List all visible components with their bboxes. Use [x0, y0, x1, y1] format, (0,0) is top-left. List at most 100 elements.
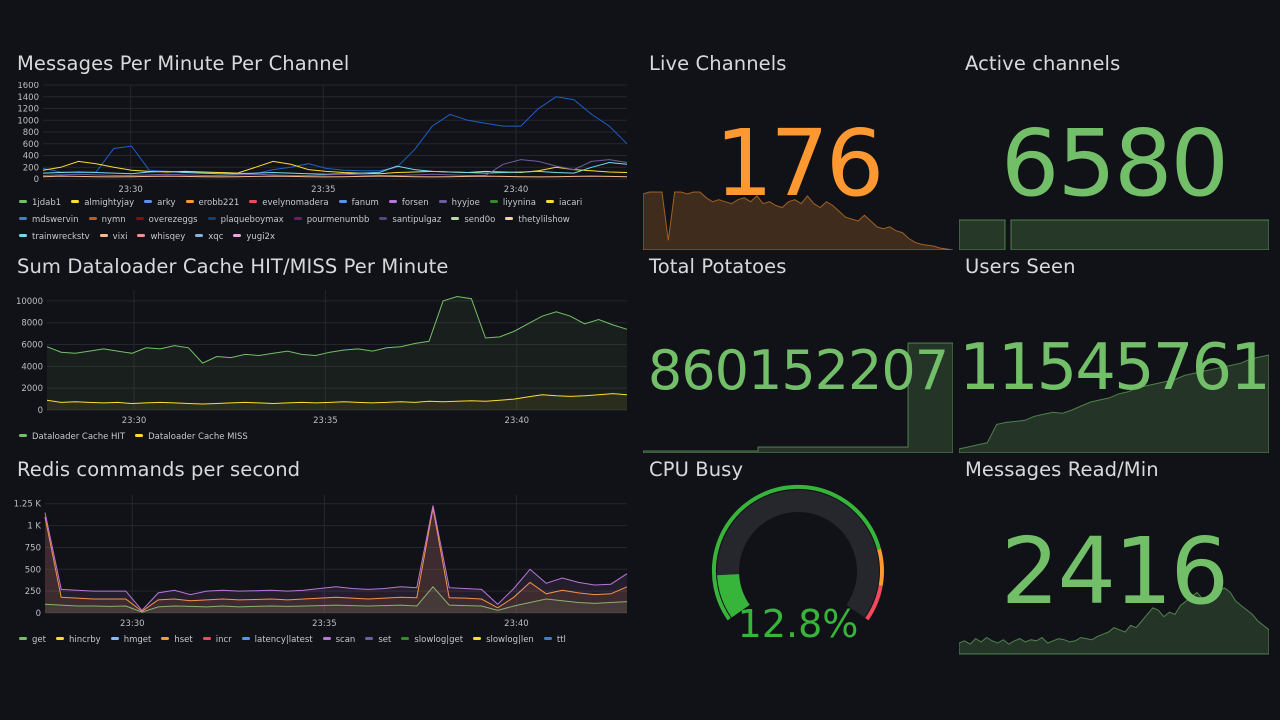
legend-swatch	[110, 637, 119, 640]
legend-label: hmget	[123, 635, 152, 645]
y-tick-label: 0	[38, 406, 43, 416]
legend-swatch	[161, 637, 170, 640]
legend-item[interactable]: forsen	[388, 195, 429, 212]
legend-label: whisqey	[150, 232, 186, 242]
legend-item[interactable]: arky	[144, 195, 176, 212]
legend-item[interactable]: fanum	[338, 195, 379, 212]
legend-swatch	[451, 217, 460, 220]
cpu-busy-panel: CPU Busy 12.8%	[643, 458, 953, 658]
legend-item[interactable]: hincrby	[55, 632, 101, 649]
legend-item[interactable]: yugi2x	[233, 229, 275, 246]
legend-item[interactable]: whisqey	[137, 229, 185, 246]
sparkline-area	[959, 219, 1006, 250]
legend-item[interactable]: scan	[322, 632, 355, 649]
legend-swatch	[505, 217, 514, 220]
legend-item[interactable]: nymn	[88, 212, 126, 229]
legend-item[interactable]: evelynomadera	[249, 195, 329, 212]
cache-chart[interactable]: 0 2000 4000 6000 8000 10000 23:30 23:35 23:40	[11, 285, 631, 435]
series-line[interactable]	[42, 159, 628, 176]
series-line[interactable]	[42, 161, 628, 175]
legend-item[interactable]: almightyjay	[71, 195, 134, 212]
legend-item[interactable]: incr	[202, 632, 232, 649]
legend-swatch	[241, 637, 250, 640]
legend-item[interactable]: santipulgaz	[379, 212, 441, 229]
y-tick-label: 2000	[21, 384, 43, 394]
panel-title: Messages Read/Min	[965, 458, 1159, 481]
legend-item[interactable]: hmget	[110, 632, 152, 649]
legend-item[interactable]: hset	[161, 632, 193, 649]
legend-item[interactable]: Dataloader Cache HIT	[19, 429, 125, 446]
series-area	[45, 508, 627, 613]
gauge-threshold-green	[711, 484, 882, 621]
series-line[interactable]	[46, 393, 628, 405]
legend-item[interactable]: thetylilshow	[505, 212, 570, 229]
legend-item[interactable]: slowlog|len	[473, 632, 534, 649]
legend-item[interactable]: trainwreckstv	[19, 229, 90, 246]
y-tick-label: 200	[23, 163, 39, 173]
x-tick-label: 23:40	[505, 416, 530, 426]
series-area	[47, 393, 627, 410]
cpu-busy-value: 12.8%	[737, 602, 859, 646]
legend-label: pourmenumbb	[306, 215, 370, 225]
legend-swatch	[195, 234, 204, 237]
legend-item[interactable]: slowlog|get	[401, 632, 463, 649]
legend-label: hincrby	[68, 635, 101, 645]
cpu-gauge	[711, 484, 884, 621]
legend-item[interactable]: overezeggs	[135, 212, 198, 229]
series-line[interactable]	[42, 96, 628, 175]
legend-swatch	[135, 217, 144, 220]
legend-label: hset	[174, 635, 193, 645]
series-line[interactable]	[44, 505, 628, 612]
legend-label: yugi2x	[246, 232, 275, 242]
legend-swatch	[379, 217, 388, 220]
legend-item[interactable]: 1jdab1	[19, 195, 61, 212]
y-tick-label: 250	[25, 587, 41, 597]
legend-item[interactable]: erobb221	[185, 195, 239, 212]
series-line[interactable]	[44, 508, 628, 612]
panel-title: Total Potatoes	[649, 255, 787, 278]
series-line[interactable]	[44, 586, 628, 613]
legend-item[interactable]: mdswervin	[19, 212, 79, 229]
legend-item[interactable]: ttl	[543, 632, 566, 649]
legend-label: santipulgaz	[392, 215, 442, 225]
legend-item[interactable]: pourmenumbb	[293, 212, 370, 229]
legend-swatch	[545, 200, 554, 203]
legend-item[interactable]: liyynina	[489, 195, 536, 212]
legend-label: nymn	[101, 215, 126, 225]
legend-swatch	[338, 200, 347, 203]
gauge-track	[717, 490, 879, 618]
legend-label: Dataloader Cache HIT	[32, 432, 126, 442]
y-tick-label: 1000	[17, 116, 39, 126]
series-area	[47, 296, 627, 410]
legend-label: ttl	[556, 635, 566, 645]
active-channels-panel: Active channels 6580	[959, 52, 1269, 250]
y-tick-label: 4000	[21, 362, 43, 372]
sparkline-area	[959, 354, 1269, 453]
active-channels-value: 6580	[1000, 110, 1229, 217]
y-tick-label: 10000	[16, 297, 43, 307]
live-channels-value: 176	[714, 110, 885, 217]
series-line[interactable]	[46, 295, 628, 364]
sparkline-area	[643, 191, 953, 250]
legend-item[interactable]: latency|latest	[241, 632, 313, 649]
y-tick-label: 750	[25, 543, 41, 553]
legend-label: thetylilshow	[518, 215, 570, 225]
legend-item[interactable]: iacari	[545, 195, 582, 212]
messages-panel: Messages Per Minute Per Channel 0 200 400 6…	[11, 52, 631, 247]
legend-item[interactable]: send0o	[451, 212, 495, 229]
legend-item[interactable]: xqc	[195, 229, 223, 246]
redis-chart[interactable]: 0 250 500 750 1 K 1.25 K 23:30 23:35 23:40	[11, 488, 631, 638]
legend-item[interactable]: set	[365, 632, 391, 649]
legend-label: 1jdab1	[32, 198, 62, 208]
legend-item[interactable]: vixi	[99, 229, 127, 246]
legend-item[interactable]: get	[19, 632, 46, 649]
series-line[interactable]	[42, 175, 628, 178]
legend-label: overezeggs	[148, 215, 198, 225]
legend-item[interactable]: Dataloader Cache MISS	[135, 429, 248, 446]
users-seen-value: 11545761	[959, 331, 1269, 405]
panel-title: Users Seen	[965, 255, 1076, 278]
legend-item[interactable]: plaqueboymax	[207, 212, 284, 229]
legend-item[interactable]: hyyjoe	[438, 195, 480, 212]
x-tick-label: 23:35	[311, 185, 336, 195]
